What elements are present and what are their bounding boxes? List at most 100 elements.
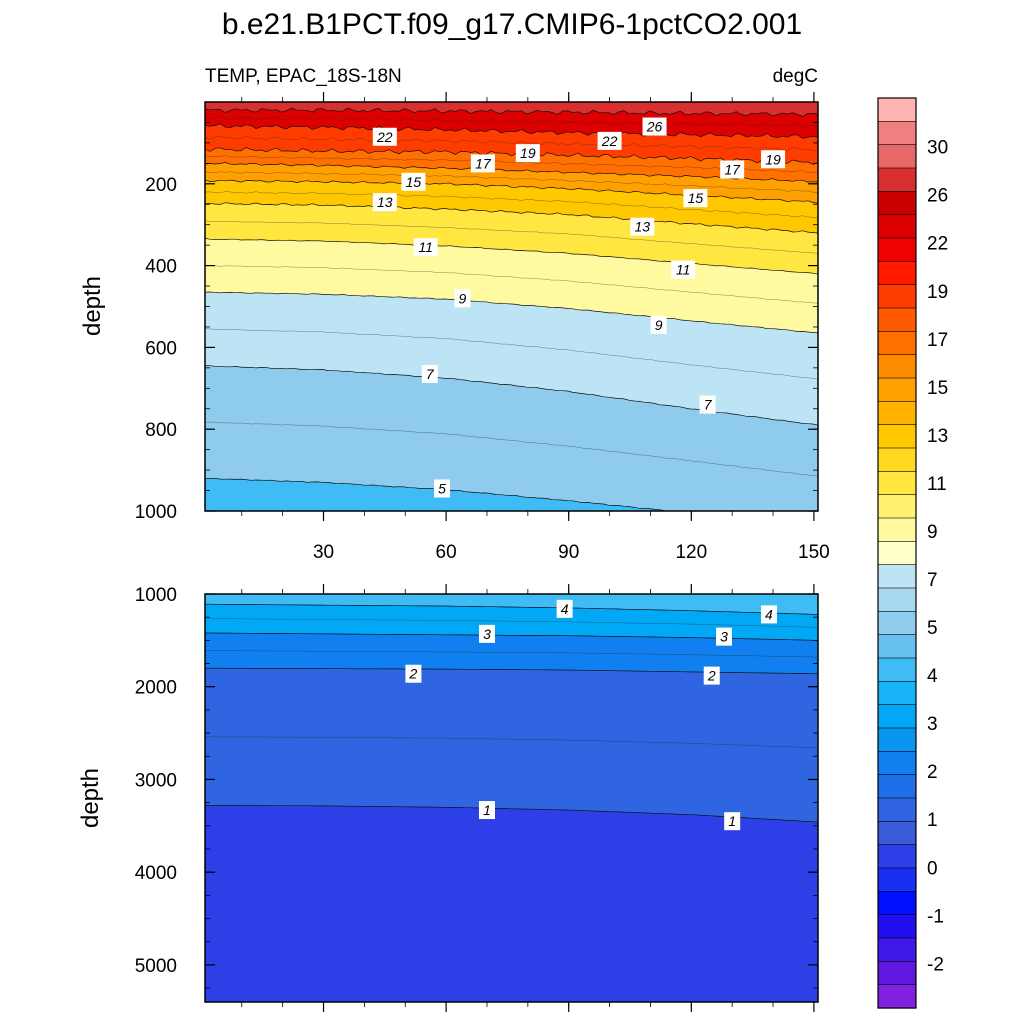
lower-panel-frame [204,593,819,1003]
colorbar-swatch [877,891,917,916]
isotherm-line [205,365,818,426]
colorbar-swatch [877,424,917,449]
colorbar-label: 1 [927,810,938,831]
isotherm-line [205,238,818,275]
y-tick-label: 800 [145,420,177,441]
colorbar-swatch [877,867,917,892]
chart-title: b.e21.B1PCT.f09_g17.CMIP6-1pctCO2.001 [222,8,802,41]
colorbar-swatch [877,774,917,799]
colorbar-swatch [877,844,917,869]
x-tick-label: 120 [675,542,707,563]
colorbar-swatch [877,377,917,402]
colorbar-label: 30 [927,138,948,159]
colorbar-label: 22 [927,234,948,255]
contour-label: 13 [372,193,397,212]
isotherm-line-minor [205,650,818,658]
colorbar-label: 19 [927,282,948,303]
isotherm-line [205,291,818,334]
y-tick-label: 1000 [135,502,177,523]
isotherm-line [205,202,818,234]
colorbar-swatch [877,167,917,192]
y-tick-label: 600 [145,338,177,359]
svg-text:22: 22 [601,133,618,149]
svg-text:5: 5 [438,481,446,497]
colorbar-frame [877,97,917,1009]
colorbar-swatch [877,821,917,846]
colorbar-label: 3 [927,714,938,735]
colorbar-swatch [877,97,917,122]
contour-label: 17 [720,160,745,179]
colorbar-swatch [877,517,917,542]
contour-label: 3 [478,624,495,643]
colorbar-swatch [877,727,917,752]
colorbar-swatch [877,214,917,239]
contour-label: 22 [372,127,397,146]
colorbar-swatch [877,144,917,169]
colorbar-swatch [877,354,917,379]
isotherm-line-minor [205,265,818,304]
contour-label: 17 [470,154,495,173]
contour-label: 15 [683,189,708,208]
contour-label: 11 [671,260,696,279]
isotherm-line [205,179,818,204]
isotherm-line-minor [205,736,818,749]
y-tick-label: 2000 [135,678,177,699]
y-tick-label: 1000 [135,585,177,606]
colorbar-label: 0 [927,858,938,879]
y-tick-label: 200 [145,175,177,196]
colorbar-swatch [877,191,917,216]
colorbar-swatch [877,237,917,262]
colorbar-swatch [877,611,917,636]
svg-text:13: 13 [377,194,393,210]
colorbar-label: 17 [927,330,948,351]
isotherm-line [205,123,818,139]
isotherm-line [205,805,818,823]
contour-label: 22 [597,131,622,150]
colorbar-swatch [877,914,917,939]
colorbar-label: 11 [927,474,947,495]
colorbar-label: 9 [927,522,938,543]
svg-text:15: 15 [688,190,704,206]
temperature-band [205,594,818,615]
contour-label: 4 [556,599,573,618]
contour-label: 19 [515,144,540,163]
svg-text:17: 17 [724,161,741,177]
colorbar-swatch [877,704,917,729]
svg-text:11: 11 [676,262,691,278]
colorbar-swatch [877,657,917,682]
colorbar-swatch [877,261,917,286]
contour-label: 2 [405,664,422,683]
colorbar-labels: 30 26 22 19 17 15 13 11 9 7 5 4 3 2 1 0 -1 -2 [927,138,948,976]
contour-label: 9 [454,289,471,308]
x-tick-label: 30 [313,542,334,563]
colorbar-swatch [877,587,917,612]
contour-label: 2 [703,666,720,685]
svg-text:22: 22 [376,129,393,145]
colorbar-label: 7 [927,570,938,591]
contour-label: 7 [699,395,716,414]
x-tick-label: 150 [798,542,830,563]
colorbar [877,97,917,1009]
colorbar-label: -1 [927,906,944,927]
svg-text:4: 4 [765,606,773,622]
colorbar-label: 26 [927,186,948,207]
colorbar-swatch [877,471,917,496]
isotherm-line-minor [205,116,818,128]
isotherm-line-minor [205,155,818,173]
colorbar-swatch [877,797,917,822]
upper-depth-axis-label: depth [79,276,106,336]
isotherm-line [205,162,818,183]
contour-label: 7 [421,364,438,383]
y-tick-label: 5000 [135,956,177,977]
svg-text:4: 4 [561,601,569,617]
colorbar-swatch [877,401,917,426]
contour-label: 26 [642,117,667,136]
svg-text:26: 26 [646,119,663,135]
isotherm-line [205,603,818,615]
colorbar-label: 15 [927,378,948,399]
isotherm-line [205,477,678,511]
y-tick-label: 3000 [135,770,177,791]
isotherm-line-minor [205,136,818,152]
contour-label: 1 [724,812,741,831]
